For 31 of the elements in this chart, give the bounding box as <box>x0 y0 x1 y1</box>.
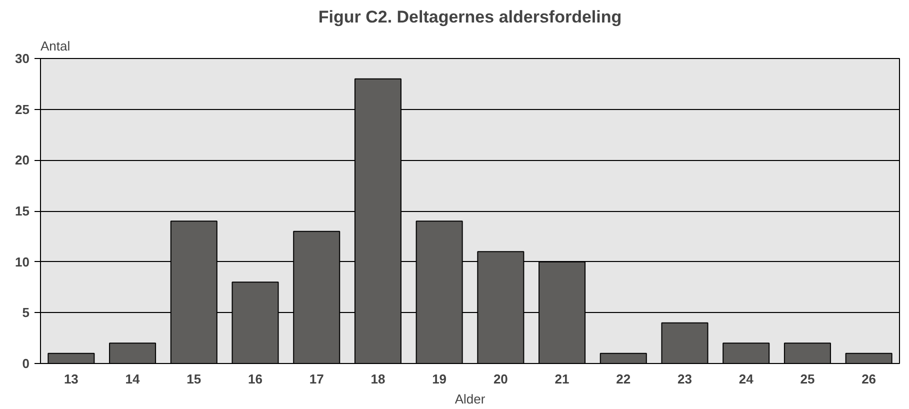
bar <box>109 342 156 364</box>
x-tick-label: 13 <box>64 372 78 386</box>
x-tick-label: 21 <box>554 372 570 386</box>
x-tick-label: 18 <box>370 372 386 386</box>
x-tick-label: 25 <box>800 372 815 386</box>
x-tick-label: 24 <box>738 372 754 386</box>
x-axis-title: Alder <box>454 392 486 406</box>
x-tick-label: 19 <box>432 372 447 386</box>
y-tick-label: 15 <box>15 204 30 218</box>
y-tick-label: 5 <box>22 305 30 320</box>
y-tick-label: 25 <box>15 102 30 117</box>
y-axis-title: Antal <box>40 38 70 54</box>
x-tick-label: 22 <box>616 372 631 386</box>
bar <box>600 352 647 364</box>
bar <box>845 352 892 364</box>
x-tick-label: 17 <box>309 372 324 386</box>
bar <box>722 342 770 364</box>
x-tick-label: 14 <box>125 372 141 386</box>
bar <box>784 342 831 364</box>
chart-title: Figur C2. Deltagernes aldersfordeling <box>318 8 622 26</box>
bar <box>48 352 95 364</box>
bar <box>661 322 708 364</box>
y-tick-label: 0 <box>22 356 30 371</box>
x-tick-label: 20 <box>493 372 508 386</box>
y-tick-label: 20 <box>15 152 30 168</box>
x-tick-label: 16 <box>248 372 262 386</box>
x-tick-label: 26 <box>862 372 876 386</box>
x-tick-label: 23 <box>678 372 692 386</box>
y-tick-label: 10 <box>15 254 30 270</box>
y-tick-label: 30 <box>15 51 30 66</box>
x-tick-label: 15 <box>186 372 202 386</box>
